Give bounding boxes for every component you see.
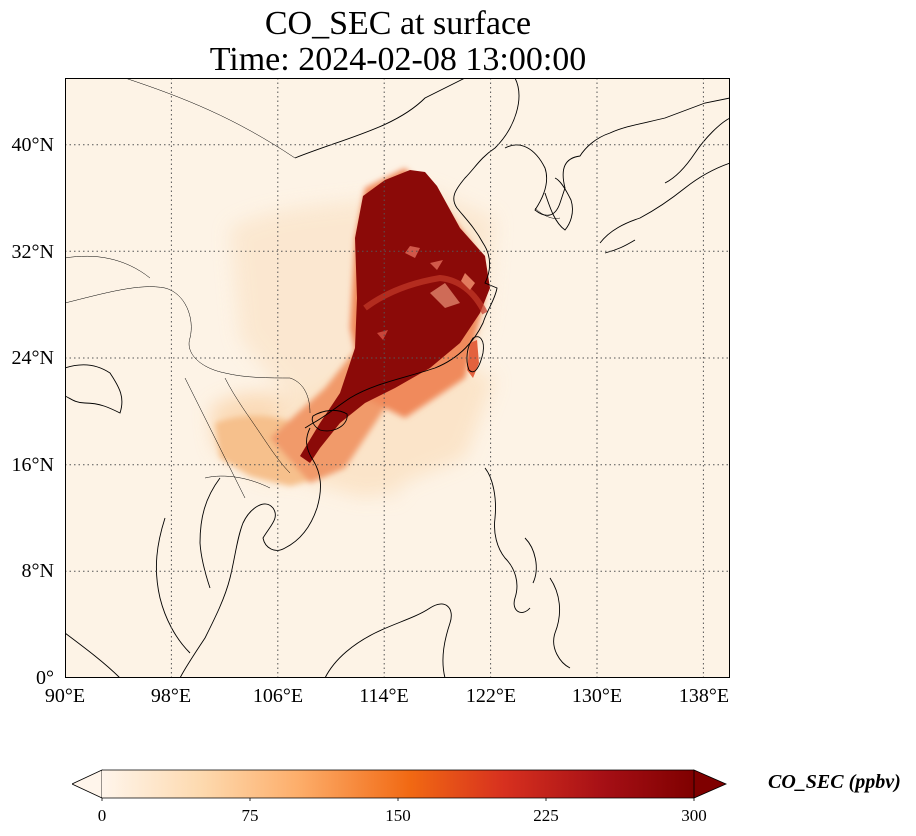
colorbar-tick-300: 300 bbox=[681, 806, 707, 825]
lon-label-122e: 122°E bbox=[465, 685, 517, 707]
map-title: CO_SEC at surface bbox=[264, 5, 532, 42]
lon-label-90e: 90°E bbox=[44, 685, 86, 707]
colorbar bbox=[72, 769, 727, 801]
map-panel bbox=[65, 78, 730, 678]
lon-label-106e: 106°E bbox=[252, 685, 304, 707]
plume-taiwan bbox=[467, 340, 479, 378]
colorbar-tick-150: 150 bbox=[385, 806, 411, 825]
map-frame bbox=[65, 78, 730, 678]
map-canvas bbox=[65, 78, 730, 678]
colorbar-tick-225: 225 bbox=[533, 806, 559, 825]
colorbar-max-extend bbox=[693, 769, 727, 799]
colorbar-label: CO_SEC (ppbv) bbox=[768, 771, 901, 793]
lon-label-98e: 98°E bbox=[150, 685, 192, 707]
lat-label-32n: 32°N bbox=[11, 241, 54, 263]
plume-core bbox=[300, 170, 490, 463]
colorbar-min-extend bbox=[72, 769, 103, 799]
lat-label-40n: 40°N bbox=[11, 134, 54, 156]
lat-label-0: 0° bbox=[36, 667, 54, 689]
lon-label-114e: 114°E bbox=[359, 685, 409, 707]
lat-label-8n: 8°N bbox=[21, 560, 54, 582]
map-time: Time: 2024-02-08 13:00:00 bbox=[209, 41, 587, 78]
lon-label-138e: 138°E bbox=[678, 685, 730, 707]
gridlines bbox=[65, 78, 730, 678]
colorbar-tick-0: 0 bbox=[97, 806, 107, 825]
colorbar-tick-75: 75 bbox=[241, 806, 259, 825]
coastlines bbox=[65, 78, 730, 678]
colorbar-gradient bbox=[102, 770, 694, 798]
lat-label-16n: 16°N bbox=[11, 454, 54, 476]
lon-label-130e: 130°E bbox=[571, 685, 623, 707]
lat-label-24n: 24°N bbox=[11, 347, 54, 369]
